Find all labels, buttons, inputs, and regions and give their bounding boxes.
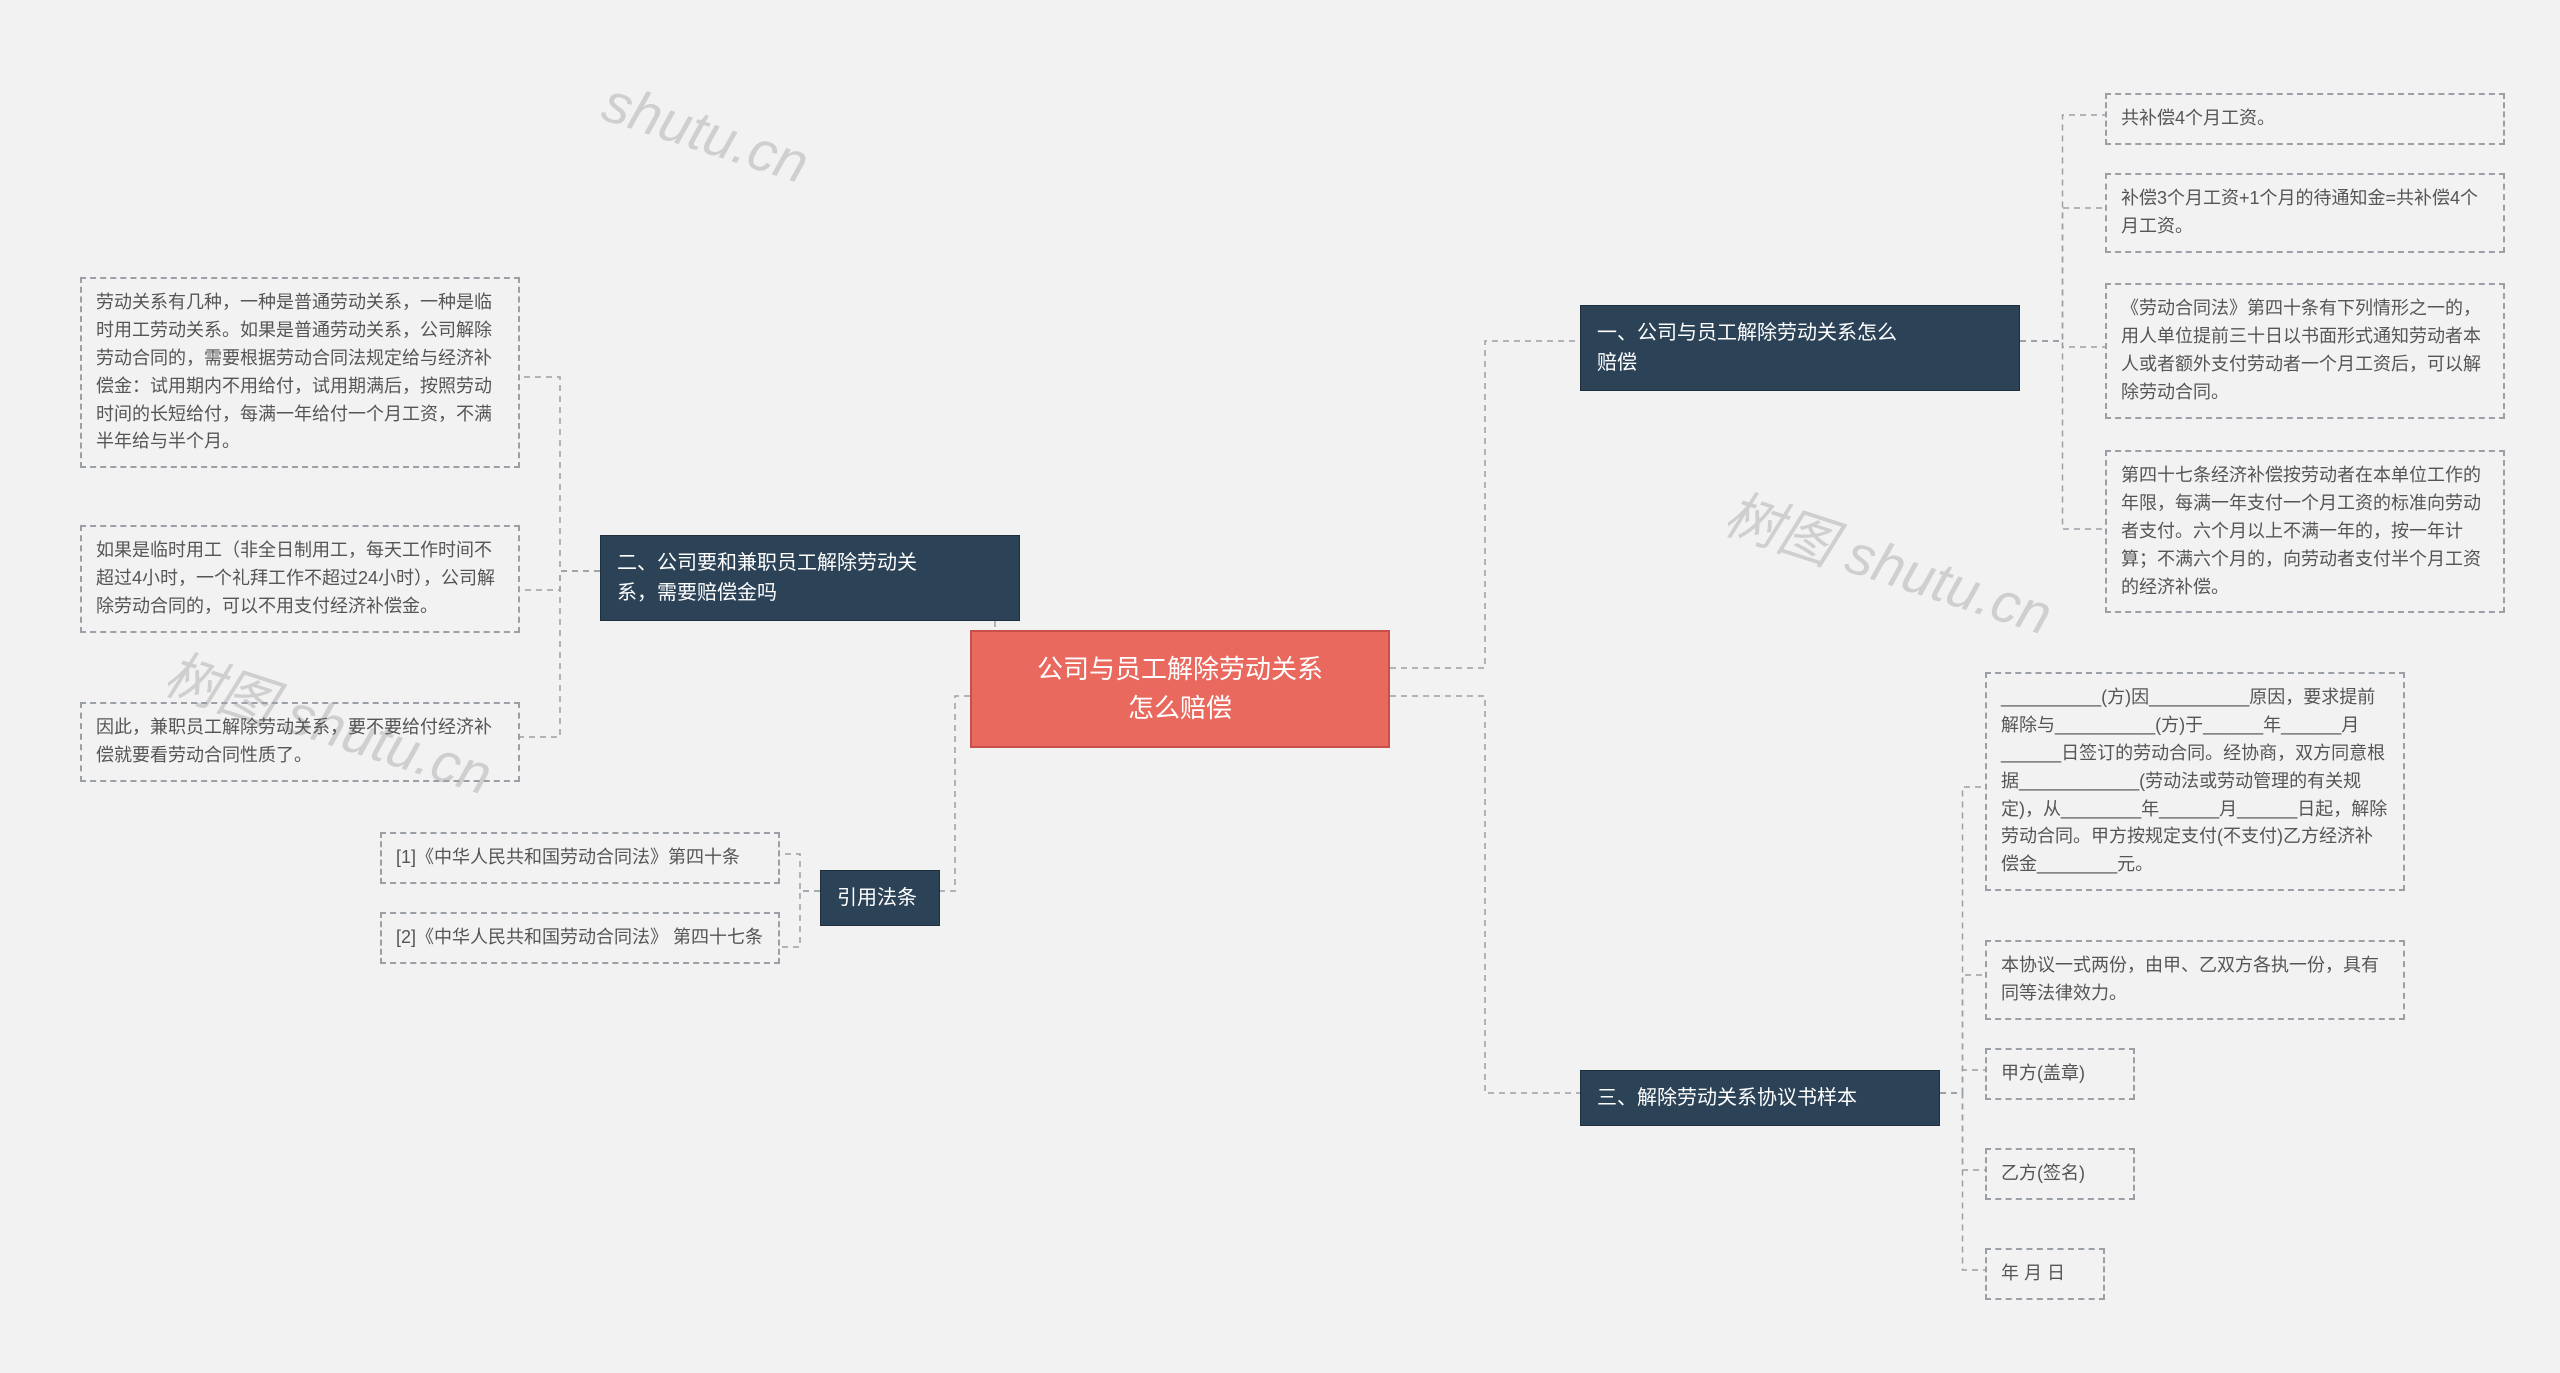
leaf-b2-2[interactable]: 甲方(盖章) — [1985, 1048, 2135, 1100]
leaf-b4-1[interactable]: [2]《中华人民共和国劳动合同法》 第四十七条 — [380, 912, 780, 964]
leaf-b1-2[interactable]: 《劳动合同法》第四十条有下列情形之一的，用人单位提前三十日以书面形式通知劳动者本… — [2105, 283, 2505, 419]
mindmap-root[interactable]: 公司与员工解除劳动关系 怎么赔偿 — [970, 630, 1390, 748]
leaf-b1-3[interactable]: 第四十七条经济补偿按劳动者在本单位工作的年限，每满一年支付一个月工资的标准向劳动… — [2105, 450, 2505, 613]
leaf-b1-1[interactable]: 补偿3个月工资+1个月的待通知金=共补偿4个月工资。 — [2105, 173, 2505, 253]
leaf-b3-0[interactable]: 劳动关系有几种，一种是普通劳动关系，一种是临时用工劳动关系。如果是普通劳动关系，… — [80, 277, 520, 468]
leaf-b3-1[interactable]: 如果是临时用工（非全日制用工，每天工作时间不超过4小时，一个礼拜工作不超过24小… — [80, 525, 520, 633]
branch-section-2[interactable]: 二、公司要和兼职员工解除劳动关 系，需要赔偿金吗 — [600, 535, 1020, 621]
leaf-b4-0[interactable]: [1]《中华人民共和国劳动合同法》第四十条 — [380, 832, 780, 884]
leaf-b3-2[interactable]: 因此，兼职员工解除劳动关系，要不要给付经济补偿就要看劳动合同性质了。 — [80, 702, 520, 782]
leaf-b1-0[interactable]: 共补偿4个月工资。 — [2105, 93, 2505, 145]
branch-cited-laws[interactable]: 引用法条 — [820, 870, 940, 926]
branch-section-3[interactable]: 三、解除劳动关系协议书样本 — [1580, 1070, 1940, 1126]
leaf-b2-4[interactable]: 年 月 日 — [1985, 1248, 2105, 1300]
leaf-b2-3[interactable]: 乙方(签名) — [1985, 1148, 2135, 1200]
leaf-b2-1[interactable]: 本协议一式两份，由甲、乙双方各执一份，具有同等法律效力。 — [1985, 940, 2405, 1020]
branch-section-1[interactable]: 一、公司与员工解除劳动关系怎么 赔偿 — [1580, 305, 2020, 391]
leaf-b2-0[interactable]: __________(方)因__________原因，要求提前解除与______… — [1985, 672, 2405, 891]
